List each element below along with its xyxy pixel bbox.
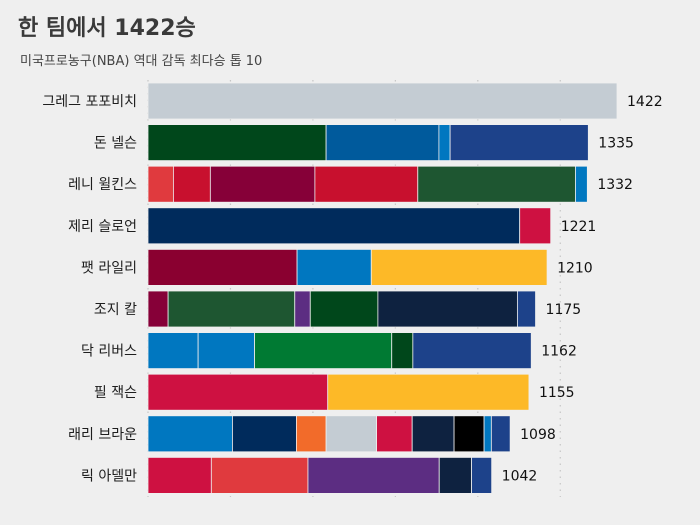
bar-segment-8-1: [232, 415, 297, 453]
bar-segment-1-3: [449, 124, 589, 161]
value-label: 1042: [502, 468, 538, 484]
category-label: 돈 넬슨: [94, 136, 137, 152]
bar-segment-6-0: [147, 332, 199, 370]
bar-segment-2-0: [147, 165, 174, 203]
category-label: 릭 아델만: [81, 468, 137, 484]
bar-segment-5-3: [309, 290, 379, 328]
bar-segment-8-4: [376, 415, 413, 453]
bar-segment-8-6: [453, 415, 485, 453]
chart-title: 한 팀에서 1422승: [18, 16, 196, 41]
bar-segment-1-2: [438, 124, 451, 161]
bar-segment-9-2: [307, 456, 440, 494]
value-label: 1210: [557, 260, 593, 276]
bar-segment-8-5: [411, 415, 455, 453]
value-label: 1098: [520, 427, 556, 443]
category-label: 팻 라일리: [81, 260, 137, 276]
bar-segment-9-3: [438, 456, 472, 494]
grid-lines: [147, 80, 561, 497]
bar-segment-6-2: [254, 332, 393, 370]
category-label: 닥 리버스: [81, 344, 137, 360]
bar-segment-2-5: [575, 165, 588, 203]
category-label: 그레그 포포비치: [42, 94, 137, 110]
value-label: 1332: [597, 177, 633, 193]
bar-segment-8-2: [296, 415, 327, 453]
bar-segment-6-4: [412, 332, 532, 370]
category-label: 제리 슬로언: [68, 219, 137, 235]
bar-segment-9-0: [147, 456, 212, 494]
bar-segment-7-0: [147, 373, 329, 411]
bar-segment-5-1: [167, 290, 296, 328]
bar-segment-5-2: [294, 290, 311, 328]
bar-segment-0-0: [147, 82, 618, 120]
value-label: 1175: [546, 302, 582, 318]
bar-segment-6-1: [197, 332, 255, 370]
bar-segment-9-4: [471, 456, 493, 494]
bar-segment-8-7: [483, 415, 492, 453]
labels: 그레그 포포비치 1422 돈 넬슨 1335 레니 윌킨스 1332 제리 슬로언 1221…: [42, 94, 662, 484]
bar-segment-7-1: [327, 373, 530, 411]
category-label: 레니 윌킨스: [68, 177, 137, 193]
bar-segment-5-0: [147, 290, 169, 328]
value-label: 1422: [627, 94, 663, 110]
bar-segment-4-2: [370, 248, 548, 286]
bar-segment-1-0: [147, 124, 327, 161]
bar-segment-5-4: [377, 290, 518, 328]
bar-segment-4-1: [296, 248, 372, 286]
value-label: 1162: [541, 344, 577, 360]
bar-segment-6-3: [391, 332, 414, 370]
bar-segment-4-0: [147, 248, 298, 286]
bar-segment-5-5: [516, 290, 536, 328]
bar-segment-2-1: [172, 165, 211, 203]
bar-segment-8-0: [147, 415, 233, 453]
value-label: 1335: [598, 136, 634, 152]
bar-segment-2-4: [417, 165, 576, 203]
bar-segment-8-3: [325, 415, 377, 453]
bar-segment-9-1: [210, 456, 309, 494]
bar-segment-3-1: [519, 207, 552, 245]
bar-segment-1-1: [325, 124, 440, 161]
bar-segment-3-0: [147, 207, 521, 245]
chart-subtitle: 미국프로농구(NBA) 역대 감독 최다승 톱 10: [20, 54, 263, 69]
category-label: 래리 브라운: [68, 427, 137, 443]
category-label: 조지 칼: [94, 302, 137, 318]
bars: [147, 82, 618, 494]
value-label: 1155: [539, 385, 575, 401]
bar-segment-8-8: [490, 415, 511, 453]
bar-segment-2-2: [209, 165, 316, 203]
value-label: 1221: [561, 219, 597, 235]
category-label: 필 잭슨: [94, 385, 137, 401]
bar-segment-2-3: [314, 165, 419, 203]
